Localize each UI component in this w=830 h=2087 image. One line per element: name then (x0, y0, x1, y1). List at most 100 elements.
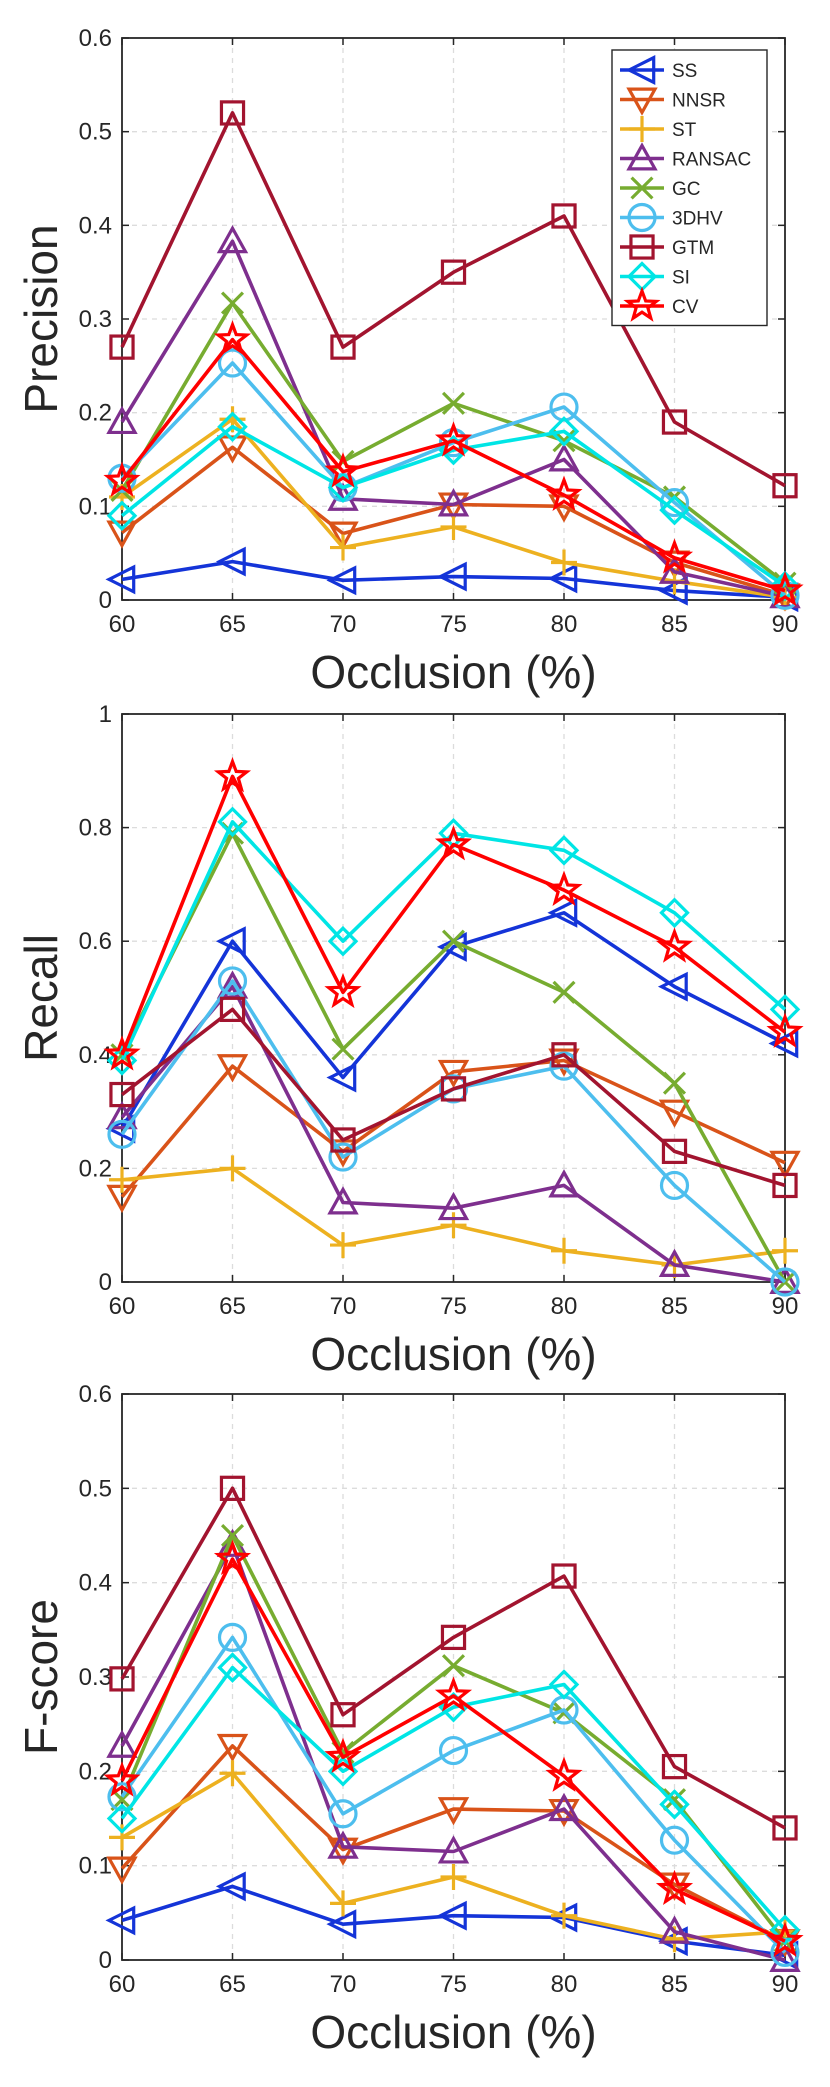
data-point-st (109, 1824, 135, 1851)
x-tick-label: 80 (551, 1971, 578, 1998)
legend-marker-ransac (626, 142, 658, 171)
series-line-ss (120, 910, 786, 1130)
data-point-ss (105, 1905, 136, 1936)
data-point-gtm (109, 334, 135, 360)
data-point-cv (103, 1761, 141, 1797)
data-point-cv (655, 538, 694, 574)
data-point-gtm (551, 203, 577, 229)
data-point-gtm (109, 1081, 135, 1108)
y-axis-title: Recall (15, 934, 67, 1062)
data-point-st (219, 1760, 246, 1787)
data-point-cv (766, 1921, 804, 1957)
series-line-ransac (120, 984, 786, 1284)
panel-precision: 60 65 70 75 80 85 90 0 0.1 0.2 0.3 0.4 0.5 0.6 Occlusi… (15, 25, 804, 698)
data-point-si (548, 416, 580, 447)
data-point-nnsr (437, 1059, 470, 1089)
x-tick-label: 60 (109, 611, 136, 638)
x-tick-label: 85 (661, 1971, 688, 1998)
data-point-st (440, 1863, 467, 1890)
data-point-ransac (106, 1729, 138, 1758)
x-tick-label: 90 (772, 611, 799, 638)
data-point-cv (213, 320, 252, 356)
legend-marker-ss (625, 55, 656, 85)
data-point-gc (662, 1071, 687, 1095)
data-point-ss (105, 564, 136, 595)
y-tick-label: 0.4 (79, 212, 112, 239)
x-tick-label: 65 (219, 611, 246, 638)
x-tick-label: 70 (330, 611, 357, 638)
data-point-ss (215, 926, 246, 957)
x-tick-label: 85 (661, 1293, 688, 1320)
data-point-nnsr (437, 1797, 470, 1826)
data-point-ransac (216, 224, 249, 254)
legend: SS NNSR ST RANSAC GC 3DHV GTM SI CV (611, 49, 768, 327)
data-point-gc (220, 291, 245, 315)
x-axis-title: Occlusion (%) (310, 1328, 596, 1380)
x-axis-title: Occlusion (%) (310, 646, 596, 698)
data-point-gc (220, 1523, 245, 1548)
legend-entry-nnsr: NNSR (620, 87, 726, 116)
series-cv (103, 320, 804, 607)
data-point-si (217, 411, 248, 442)
data-point-gtm (440, 1624, 467, 1651)
data-point-gc (441, 929, 466, 953)
x-tick-label: 60 (109, 1293, 136, 1320)
data-point-cv (545, 1756, 583, 1792)
data-point-nnsr (106, 520, 138, 549)
legend-entry-gtm: GTM (620, 234, 714, 260)
data-point-si (548, 835, 580, 866)
data-point-ss (215, 546, 246, 577)
data-point-si (769, 1914, 801, 1946)
legend-entry-ransac: RANSAC (620, 142, 751, 171)
x-tick-label: 65 (219, 1971, 246, 1998)
series-st (109, 1155, 798, 1278)
legend-label: NNSR (672, 91, 726, 112)
data-point-si (659, 897, 690, 929)
data-point-cv (324, 452, 362, 488)
data-point-ss (326, 565, 357, 596)
x-tick-label: 60 (109, 1971, 136, 1998)
data-point-3dhv (107, 1119, 137, 1149)
data-point-ransac (106, 405, 138, 435)
x-tick-label: 80 (551, 611, 578, 638)
x-tick-label: 75 (440, 1293, 467, 1320)
data-point-gtm (661, 1138, 688, 1165)
y-tick-label: 0.2 (79, 1155, 112, 1182)
legend-entry-ss: SS (620, 55, 697, 85)
legend-marker-gtm (629, 234, 655, 260)
data-point-ss (657, 971, 688, 1002)
x-tick-label: 85 (661, 611, 688, 638)
y-tick-label: 0.1 (79, 1853, 112, 1880)
legend-entry-cv: CV (620, 286, 699, 322)
series-line-cv (120, 774, 787, 1056)
x-tick-label: 75 (440, 1971, 467, 1998)
data-point-cv (434, 421, 473, 457)
y-tick-label: 0 (99, 587, 112, 614)
data-point-cv (766, 571, 804, 607)
y-axis-title: F-score (15, 1599, 67, 1755)
data-point-nnsr (769, 1150, 801, 1180)
data-point-gc (662, 1788, 687, 1812)
data-point-ransac (437, 488, 470, 517)
data-point-gtm (440, 259, 467, 285)
panel-recall: 60 65 70 75 80 85 90 0 0.2 0.4 0.6 0.8 1 Occlusion (%… (15, 701, 804, 1380)
y-tick-label: 0.8 (79, 815, 112, 842)
data-point-ransac (658, 555, 691, 584)
series-line-3dhv (120, 1635, 787, 1954)
data-point-st (551, 1237, 577, 1264)
legend-label: GC (672, 179, 701, 200)
data-point-ransac (658, 1915, 691, 1944)
y-tick-label: 0.3 (79, 1664, 112, 1691)
series-line-gtm (120, 1486, 786, 1830)
x-axis-title: Occlusion (%) (310, 2006, 596, 2058)
data-point-gtm (551, 1563, 577, 1589)
data-point-st (330, 1232, 356, 1259)
series-nnsr (106, 1048, 801, 1214)
y-tick-label: 0.6 (79, 1381, 112, 1408)
data-point-ss (547, 897, 578, 928)
legend-marker-3dhv (627, 202, 657, 233)
data-point-3dhv (438, 1074, 469, 1104)
series-line-gtm (120, 111, 786, 488)
y-tick-label: 0 (99, 1947, 112, 1974)
